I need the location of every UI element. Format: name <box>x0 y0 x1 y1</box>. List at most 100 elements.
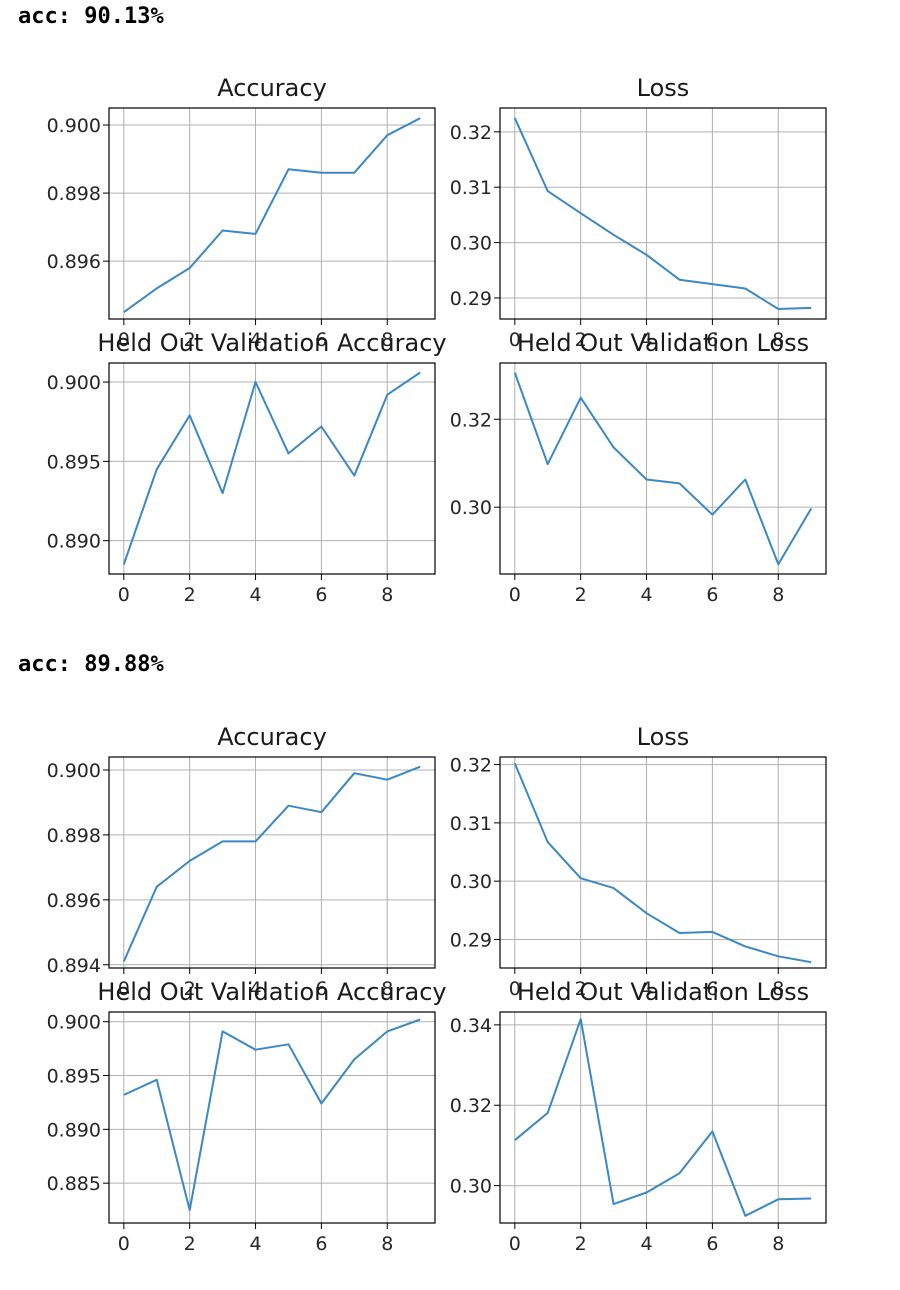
run1-chart4-ytick-label-0: 0.30 <box>450 497 492 519</box>
run2-chart3-xtick-label-4: 8 <box>381 1233 393 1255</box>
run2-chart1-ytick-label-1: 0.896 <box>47 890 101 912</box>
run1-chart2-xtick-label-1: 2 <box>575 329 587 351</box>
run1-chart2-xtick-label-2: 4 <box>640 329 652 351</box>
run2-chart3-xtick-label-3: 6 <box>315 1233 327 1255</box>
run1-chart3-xtick-label-2: 4 <box>249 584 261 606</box>
run1-chart4-axes-frame <box>499 362 827 575</box>
run1-chart4-xtick-label-4: 8 <box>772 584 784 606</box>
run1-chart3-axes-frame <box>108 362 436 575</box>
run2-chart1-xtick-label-3: 6 <box>315 978 327 1000</box>
run2-chart4-xtick-label-0: 0 <box>509 1233 521 1255</box>
run1-chart1-xtick-label-3: 6 <box>315 329 327 351</box>
run1-chart1-ytick-label-1: 0.898 <box>47 183 101 205</box>
run1-chart4-title: Held Out Validation Loss <box>517 329 809 357</box>
run2-chart2-ytick-label-1: 0.30 <box>450 871 492 893</box>
run2-chart1-xtick-label-1: 2 <box>184 978 196 1000</box>
run2-chart1-axes-frame <box>108 756 436 969</box>
run2-chart4-ytick-label-0: 0.30 <box>450 1176 492 1198</box>
run2-chart2-ytick-label-3: 0.32 <box>450 755 492 777</box>
accuracy-readout-run-2: acc: 89.88% <box>18 652 164 677</box>
run2-chart4-ytick-label-2: 0.34 <box>450 1015 492 1037</box>
run2-chart3-panel: 0 2 4 6 8 0.885 0.890 0.895 0.900 Held Out Valida… <box>47 978 447 1255</box>
run1-chart4-ytick-label-1: 0.32 <box>450 409 492 431</box>
run2-chart2-ytick-label-0: 0.29 <box>450 929 492 951</box>
run1-chart3-ytick-label-1: 0.895 <box>47 451 101 473</box>
run1-chart2-axes-frame <box>499 107 827 320</box>
run2-chart2-axes-frame <box>499 756 827 969</box>
run2-chart4-panel: 0 2 4 6 8 0.30 0.32 0.34 Held Out Validation Los… <box>450 978 827 1255</box>
run1-chart1-xtick-label-4: 8 <box>381 329 393 351</box>
run2-chart1-xtick-label-2: 4 <box>249 978 261 1000</box>
run2-chart4-xtick-label-4: 8 <box>772 1233 784 1255</box>
run1-chart2-xtick-label-0: 0 <box>509 329 521 351</box>
run2-chart2-panel: 0 2 4 6 8 0.29 0.30 0.31 0.32 Loss <box>450 723 827 1000</box>
run1-chart2-ytick-label-3: 0.32 <box>450 122 492 144</box>
run1-chart4-series-line <box>513 372 813 566</box>
run1-chart3-panel: 0 2 4 6 8 0.890 0.895 0.900 Held Out Validation … <box>47 329 447 606</box>
run1-chart3-xtick-label-0: 0 <box>118 584 130 606</box>
run2-chart1-title: Accuracy <box>217 723 327 751</box>
run2-chart1-xtick-label-0: 0 <box>118 978 130 1000</box>
run1-chart3-series-line <box>122 371 421 565</box>
run1-chart2-xtick-label-3: 6 <box>706 329 718 351</box>
run1-chart3-xtick-label-1: 2 <box>184 584 196 606</box>
run1-chart2-panel: 0 2 4 6 8 0.29 0.30 0.31 0.32 Loss <box>450 74 827 351</box>
run2-chart1-panel: 0 2 4 6 8 0.894 0.896 0.898 0.900 Accuracy <box>47 723 436 1000</box>
run2-chart4-series-line <box>514 1018 812 1217</box>
run2-chart3-xtick-label-2: 4 <box>249 1233 261 1255</box>
run1-chart2-title: Loss <box>637 74 690 102</box>
run2-chart1-xtick-label-4: 8 <box>381 978 393 1000</box>
run1-chart2-ytick-label-1: 0.30 <box>450 233 492 255</box>
run1-chart1-xtick-label-1: 2 <box>184 329 196 351</box>
run1-chart4-xtick-label-0: 0 <box>509 584 521 606</box>
run2-chart3-series-line <box>123 1018 421 1212</box>
run2-chart2-ytick-label-2: 0.31 <box>450 813 492 835</box>
run1-chart1-ytick-label-0: 0.896 <box>47 251 101 273</box>
run2-chart4-title: Held Out Validation Loss <box>517 978 809 1006</box>
run1-chart3-xtick-label-4: 8 <box>381 584 393 606</box>
run2-chart3-xtick-label-0: 0 <box>118 1233 130 1255</box>
run1-chart4-xtick-label-1: 2 <box>575 584 587 606</box>
run1-chart3-title: Held Out Validation Accuracy <box>97 329 446 357</box>
run1-chart4-panel: 0 2 4 6 8 0.30 0.32 Held Out Validation Loss <box>450 329 827 606</box>
run1-chart1-title: Accuracy <box>217 74 327 102</box>
run2-chart1-series-line <box>122 765 421 962</box>
run1-chart1-panel: 0 2 4 6 8 0.896 0.898 0.900 Accuracy <box>47 74 436 351</box>
run2-chart4-xtick-label-3: 6 <box>706 1233 718 1255</box>
run2-chart3-ytick-label-2: 0.895 <box>47 1066 101 1088</box>
run2-chart4-axes-frame <box>499 1011 827 1224</box>
run1-chart1-ytick-label-2: 0.900 <box>47 115 101 137</box>
run2-chart3-title: Held Out Validation Accuracy <box>97 978 446 1006</box>
run2-chart2-title: Loss <box>637 723 690 751</box>
run1-chart1-series-line <box>123 117 421 314</box>
run1-chart1-axes-frame <box>108 107 436 320</box>
accuracy-readout-run-1: acc: 90.13% <box>18 4 164 29</box>
run2-chart2-series-line <box>513 763 812 964</box>
run1-chart3-ytick-label-0: 0.890 <box>47 531 101 553</box>
run1-chart1-xtick-label-0: 0 <box>118 329 130 351</box>
run2-chart2-xtick-label-0: 0 <box>509 978 521 1000</box>
run2-chart2-xtick-label-4: 8 <box>772 978 784 1000</box>
run1-chart2-xtick-label-4: 8 <box>772 329 784 351</box>
run2-chart1-ytick-label-3: 0.900 <box>47 760 101 782</box>
run2-chart4-xtick-label-2: 4 <box>640 1233 652 1255</box>
run2-chart3-ytick-label-0: 0.885 <box>47 1173 101 1195</box>
run1-chart2-ytick-label-0: 0.29 <box>450 288 492 310</box>
run1-chart4-xtick-label-2: 4 <box>640 584 652 606</box>
run1-chart3-ytick-label-2: 0.900 <box>47 372 101 394</box>
run1-chart3-xtick-label-3: 6 <box>315 584 327 606</box>
run2-chart1-ytick-label-2: 0.898 <box>47 825 101 847</box>
run2-chart4-xtick-label-1: 2 <box>575 1233 587 1255</box>
run2-chart2-xtick-label-2: 4 <box>640 978 652 1000</box>
run1-chart1-xtick-label-2: 4 <box>249 329 261 351</box>
run1-chart4-xtick-label-3: 6 <box>706 584 718 606</box>
run2-chart1-ytick-label-0: 0.894 <box>47 955 101 977</box>
run2-chart3-ytick-label-3: 0.900 <box>47 1012 101 1034</box>
run1-chart2-ytick-label-2: 0.31 <box>450 177 492 199</box>
run2-chart2-xtick-label-1: 2 <box>575 978 587 1000</box>
run2-chart3-axes-frame <box>108 1011 436 1224</box>
run2-chart4-ytick-label-1: 0.32 <box>450 1095 492 1117</box>
run2-chart3-ytick-label-1: 0.890 <box>47 1119 101 1141</box>
run1-chart2-series-line <box>513 117 812 310</box>
